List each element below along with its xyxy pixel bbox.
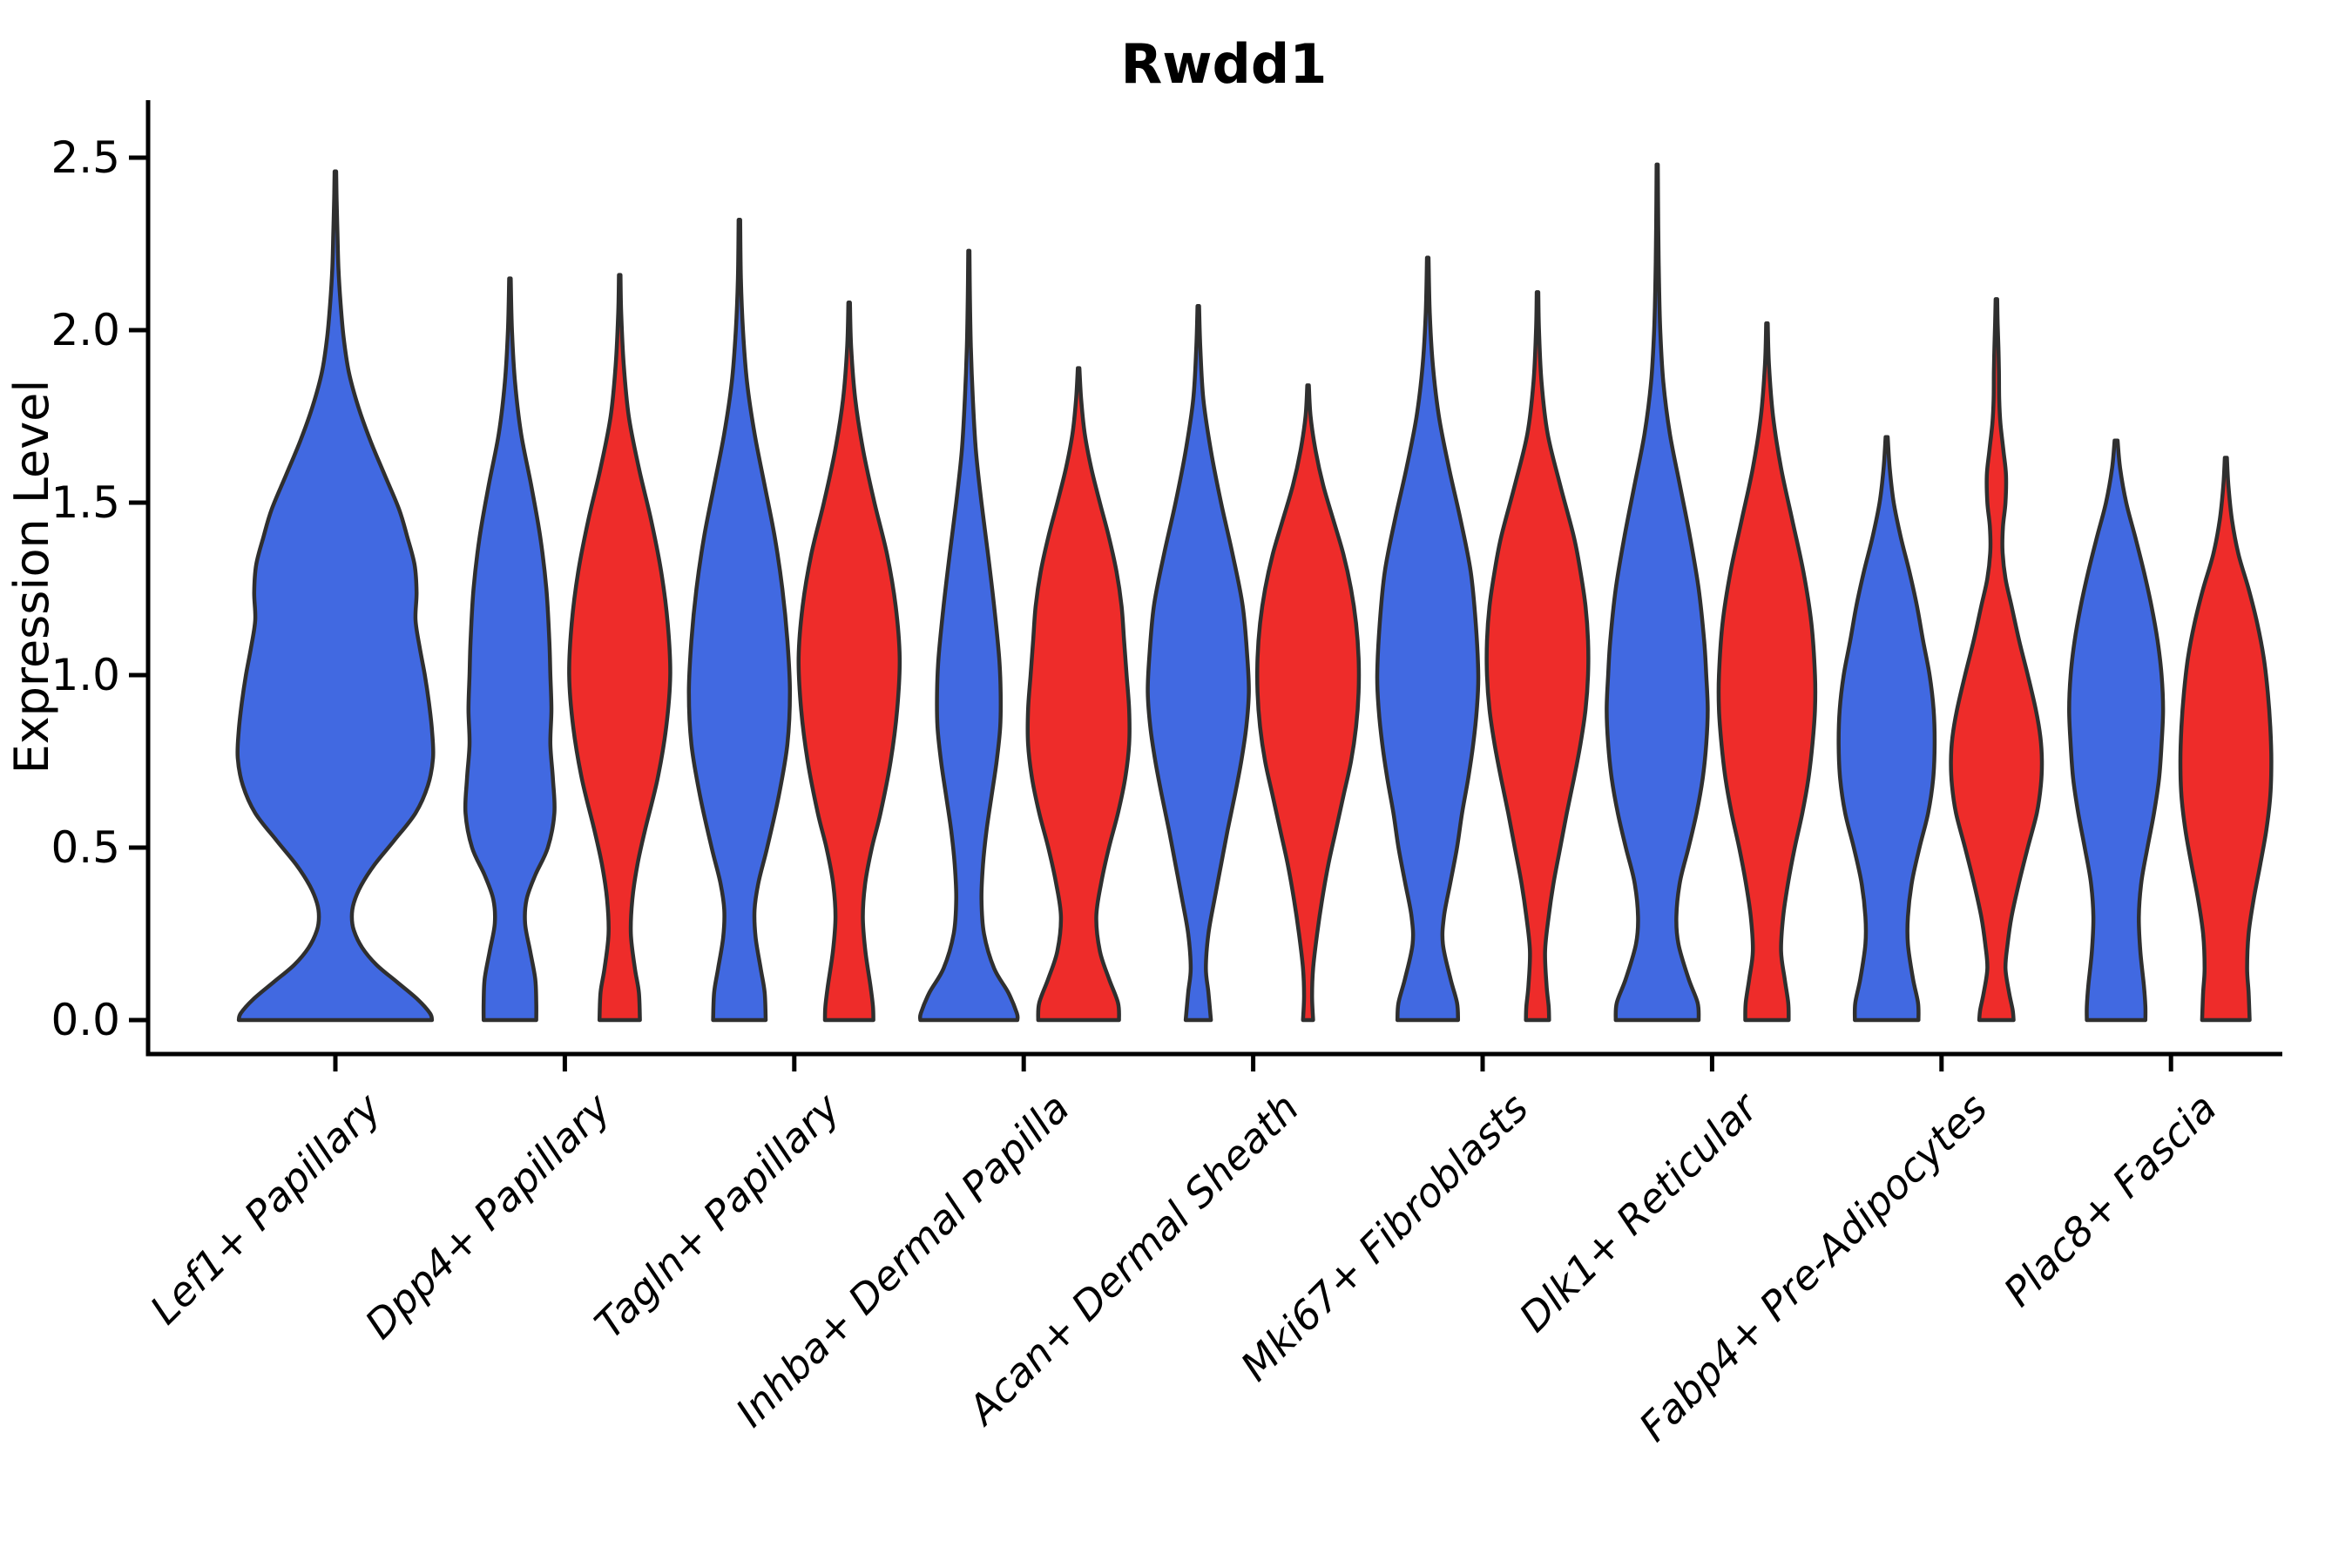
violin-8-red [2178,456,2274,1023]
x-tick-label: Plac8+ Fascia [1995,1085,2226,1315]
y-tick-label: 1.5 [51,477,120,528]
violin-4-red [1254,383,1362,1023]
violin-6-blue [1605,162,1710,1023]
violin-1-blue [463,276,557,1023]
x-tick-label: Lef1+ Papillary [141,1084,390,1333]
axis-spines [145,100,2282,1057]
violin-0-blue [235,169,436,1023]
violins-layer [235,162,2274,1023]
y-tick-label: 2.0 [51,305,120,355]
violin-3-blue [917,248,1020,1023]
violin-7-blue [1836,435,1937,1023]
violin-5-blue [1375,255,1481,1023]
violin-4-blue [1146,304,1251,1023]
y-tick-label: 0.0 [51,995,120,1045]
violin-6-red [1716,321,1818,1023]
violin-7-red [1949,297,2044,1023]
axes-layer [145,100,2282,1057]
x-tick-label: Dpp4+ Papillary [356,1084,620,1348]
violin-3-red [1025,366,1132,1023]
y-axis-label: Expression Level [4,380,59,774]
x-tick-label: Tagln+ Papillary [585,1084,849,1348]
x-tick-label: Dlk1+ Reticular [1511,1082,1769,1341]
violin-1-red [567,273,672,1023]
y-tick-label: 2.5 [51,132,120,183]
violin-5-red [1484,290,1591,1023]
violin-8-blue [2067,438,2166,1023]
violin-2-red [796,301,902,1023]
chart-title: Rwdd1 [1121,32,1328,96]
y-tick-label: 0.5 [51,822,120,873]
violin-2-blue [686,218,793,1023]
y-tick-label: 1.0 [51,650,120,700]
